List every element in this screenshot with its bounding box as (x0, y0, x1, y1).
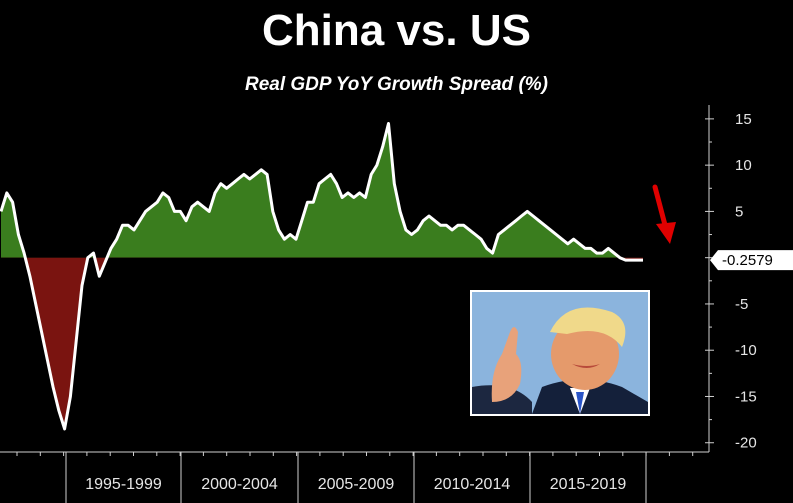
y-tick-label: -10 (735, 342, 757, 359)
chart-title: China vs. US (262, 6, 531, 55)
y-tick-label: -20 (735, 435, 757, 452)
chart-subtitle: Real GDP YoY Growth Spread (%) (244, 74, 548, 95)
x-category-label: 2000-2004 (201, 476, 278, 493)
y-tick-label: -5 (735, 296, 748, 313)
pointing-man-photo (470, 290, 650, 416)
x-category-label: 2005-2009 (318, 476, 395, 493)
area-negative (1, 257, 643, 429)
red-arrow-head (656, 222, 676, 244)
series-line (0, 122, 643, 431)
photo-illustration (472, 292, 648, 414)
y-tick-label: -15 (735, 388, 757, 405)
y-tick-label: 15 (735, 111, 752, 128)
x-category-label: 2015-2019 (550, 476, 627, 493)
red-arrow-shaft (652, 184, 668, 228)
area-positive (1, 123, 620, 258)
y-tick-label: 10 (735, 157, 752, 174)
last-value-tag (710, 250, 793, 271)
y-tick-label: 5 (735, 203, 743, 220)
x-category-label: 2010-2014 (434, 476, 511, 493)
last-value-label: -0.2579 (722, 252, 773, 269)
x-category-label: 1995-1999 (85, 476, 162, 493)
